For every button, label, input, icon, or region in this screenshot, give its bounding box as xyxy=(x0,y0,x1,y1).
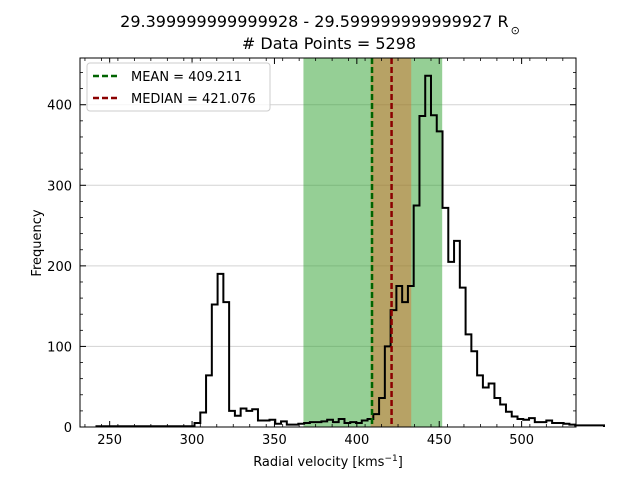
x-tick-label-4: 450 xyxy=(427,433,452,448)
x-tick-label-0: 250 xyxy=(97,433,122,448)
x-axis-label: Radial velocity [kms−1] xyxy=(253,454,403,470)
x-tick-label-2: 350 xyxy=(262,433,287,448)
legend-mean-label: MEAN = 409.211 xyxy=(131,70,242,85)
legend-box xyxy=(86,62,271,112)
plot-area: 250 300 350 400 450 500 0 100 200 300 400 xyxy=(47,57,606,448)
y-tick-label-0: 0 xyxy=(64,421,72,436)
x-tick-label-1: 300 xyxy=(180,433,205,448)
y-tick-label-3: 300 xyxy=(47,179,72,194)
chart-title-line1: 29.399999999999928 - 29.599999999999927 … xyxy=(120,12,520,37)
chart-title-line2: # Data Points = 5298 xyxy=(242,34,416,53)
x-tick-label-5: 500 xyxy=(509,433,534,448)
legend-median-label: MEDIAN = 421.076 xyxy=(131,92,256,107)
axes-frame xyxy=(79,57,577,428)
legend: MEAN = 409.211 MEDIAN = 421.076 xyxy=(86,62,271,112)
y-tick-label-2: 200 xyxy=(47,260,72,275)
x-tick-label-3: 400 xyxy=(344,433,369,448)
histogram-outline xyxy=(95,74,606,428)
y-tick-label-4: 400 xyxy=(47,99,72,114)
y-axis-label: Frequency xyxy=(30,209,45,276)
y-tick-label-1: 100 xyxy=(47,340,72,355)
